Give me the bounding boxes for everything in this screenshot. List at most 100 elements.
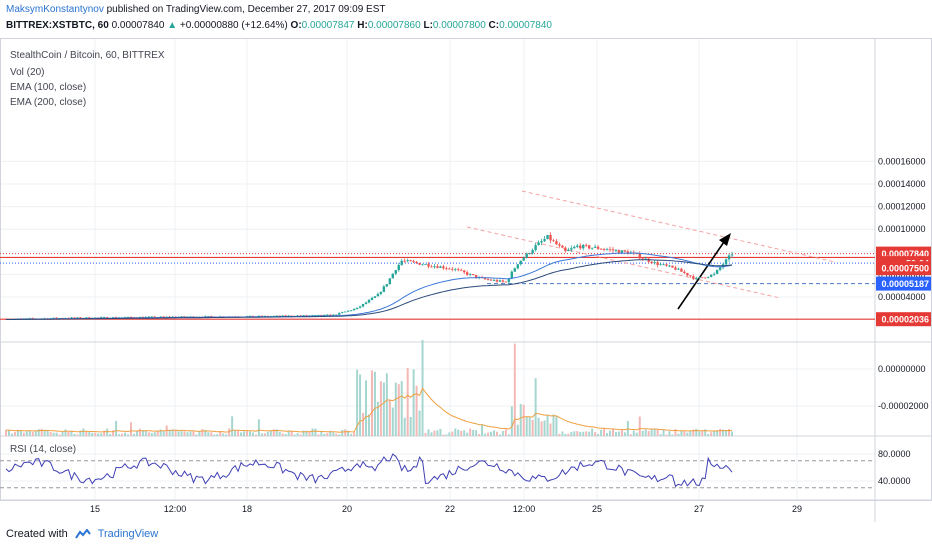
author-link[interactable]: MaksymKonstantynov	[6, 4, 104, 15]
candle-body	[599, 248, 603, 250]
volume-bar	[61, 432, 64, 436]
legend-ema200[interactable]: EMA (200, close)	[10, 97, 87, 108]
volume-bar	[546, 415, 549, 436]
volume-bar	[436, 430, 439, 436]
volume-bar	[290, 431, 293, 436]
volume-bar	[656, 429, 659, 436]
footer: Created with TradingView	[6, 528, 158, 540]
time-tick-label: 27	[694, 504, 704, 514]
legend-vol[interactable]: Vol (20)	[10, 67, 45, 78]
legend-ema100[interactable]: EMA (100, close)	[10, 82, 87, 93]
volume-bar	[623, 432, 626, 436]
volume-bar	[653, 428, 656, 436]
candle-body	[567, 249, 570, 251]
candle-body	[370, 297, 374, 300]
price-tick-label: 0.00010000	[878, 224, 926, 234]
candle-body	[683, 271, 686, 273]
volume-bar	[427, 429, 430, 436]
volume-bar	[650, 428, 653, 436]
volume-bar	[433, 430, 436, 436]
candle-body	[677, 268, 680, 270]
volume-bar	[362, 412, 365, 436]
volume-bar	[76, 434, 79, 436]
volume-bar	[198, 431, 201, 436]
volume-bar	[716, 430, 719, 436]
price-label-box	[876, 276, 931, 291]
candle-body	[382, 286, 386, 292]
candle-body	[338, 312, 341, 315]
candle-body	[564, 247, 567, 251]
candle-body	[715, 269, 719, 274]
volume-bar	[135, 430, 138, 436]
tradingview-logo-icon[interactable]	[74, 528, 91, 539]
volume-bar	[115, 420, 118, 436]
volume-bar	[478, 434, 481, 436]
candle-body	[614, 250, 618, 251]
volume-bar	[305, 430, 308, 436]
candle-body	[659, 264, 662, 266]
price-tick-label: 0.00014000	[878, 179, 926, 189]
volume-bar	[588, 431, 591, 436]
volume-bar	[287, 430, 290, 436]
volume-bar	[561, 431, 564, 436]
volume-bar	[231, 416, 234, 436]
chart-annotations	[0, 190, 875, 320]
candle-body	[394, 270, 397, 274]
candle-body	[409, 260, 412, 262]
time-axis[interactable]: 15 12:00 18 20 22 12:00 25 27 29	[90, 504, 802, 514]
candle-body	[55, 317, 58, 319]
candle-body	[587, 245, 591, 249]
candle-body	[364, 302, 368, 304]
volume-bar	[603, 428, 606, 436]
volume-bar	[457, 429, 460, 436]
arrow-head-icon	[719, 233, 731, 246]
candle-body	[653, 262, 656, 264]
volume-bar	[492, 430, 495, 436]
arrow-line	[677, 238, 727, 310]
candle-body	[418, 262, 421, 265]
candle-body	[451, 268, 454, 270]
candle-body	[406, 260, 409, 262]
volume-bar	[311, 428, 314, 436]
published-text: published on TradingView.com, December 2…	[103, 4, 386, 15]
volume-bar	[513, 343, 516, 436]
volume-bar	[216, 434, 219, 436]
candle-body	[436, 266, 439, 268]
candle-body	[314, 315, 317, 316]
high-value: 0.00007860	[367, 20, 421, 31]
candle-body	[454, 269, 457, 271]
last-price: 0.00007840	[111, 20, 165, 31]
price-axis[interactable]: 0.000040000.000060000.000080000.00010000…	[876, 156, 931, 486]
volume-bar	[25, 431, 28, 436]
volume-bar	[495, 431, 498, 436]
volume-bar	[540, 421, 543, 436]
volume-bar	[695, 428, 698, 436]
volume-bar	[686, 432, 689, 436]
volume-bar	[662, 429, 665, 436]
candle-body	[412, 261, 415, 263]
volume-bar	[549, 423, 552, 436]
tradingview-brand[interactable]: TradingView	[97, 528, 159, 540]
up-arrow-icon: ▲	[167, 20, 178, 31]
volume-bar	[174, 429, 177, 436]
volume-bar	[243, 431, 246, 436]
volume-bar	[359, 374, 362, 436]
volume-bar	[418, 410, 421, 436]
volume-bar	[326, 433, 329, 436]
legend-rsi[interactable]: RSI (14, close)	[10, 444, 77, 455]
volume-bar	[302, 430, 305, 436]
volume-tick-label: -0.00002000	[878, 401, 929, 411]
candle-body	[576, 245, 579, 247]
volume-bar	[617, 431, 620, 436]
candle-body	[180, 316, 183, 318]
volume-bar	[463, 430, 466, 436]
candle-body	[346, 310, 350, 312]
ohlc-header: BITTREX:XSTBTC, 60 0.00007840 ▲ +0.00000…	[6, 20, 552, 31]
volume-bar	[356, 369, 359, 436]
volume-bar	[296, 433, 299, 436]
created-with-text: Created with	[6, 528, 68, 540]
volume-bar	[680, 430, 683, 436]
candle-body	[102, 317, 106, 318]
volume-bar	[692, 429, 695, 436]
